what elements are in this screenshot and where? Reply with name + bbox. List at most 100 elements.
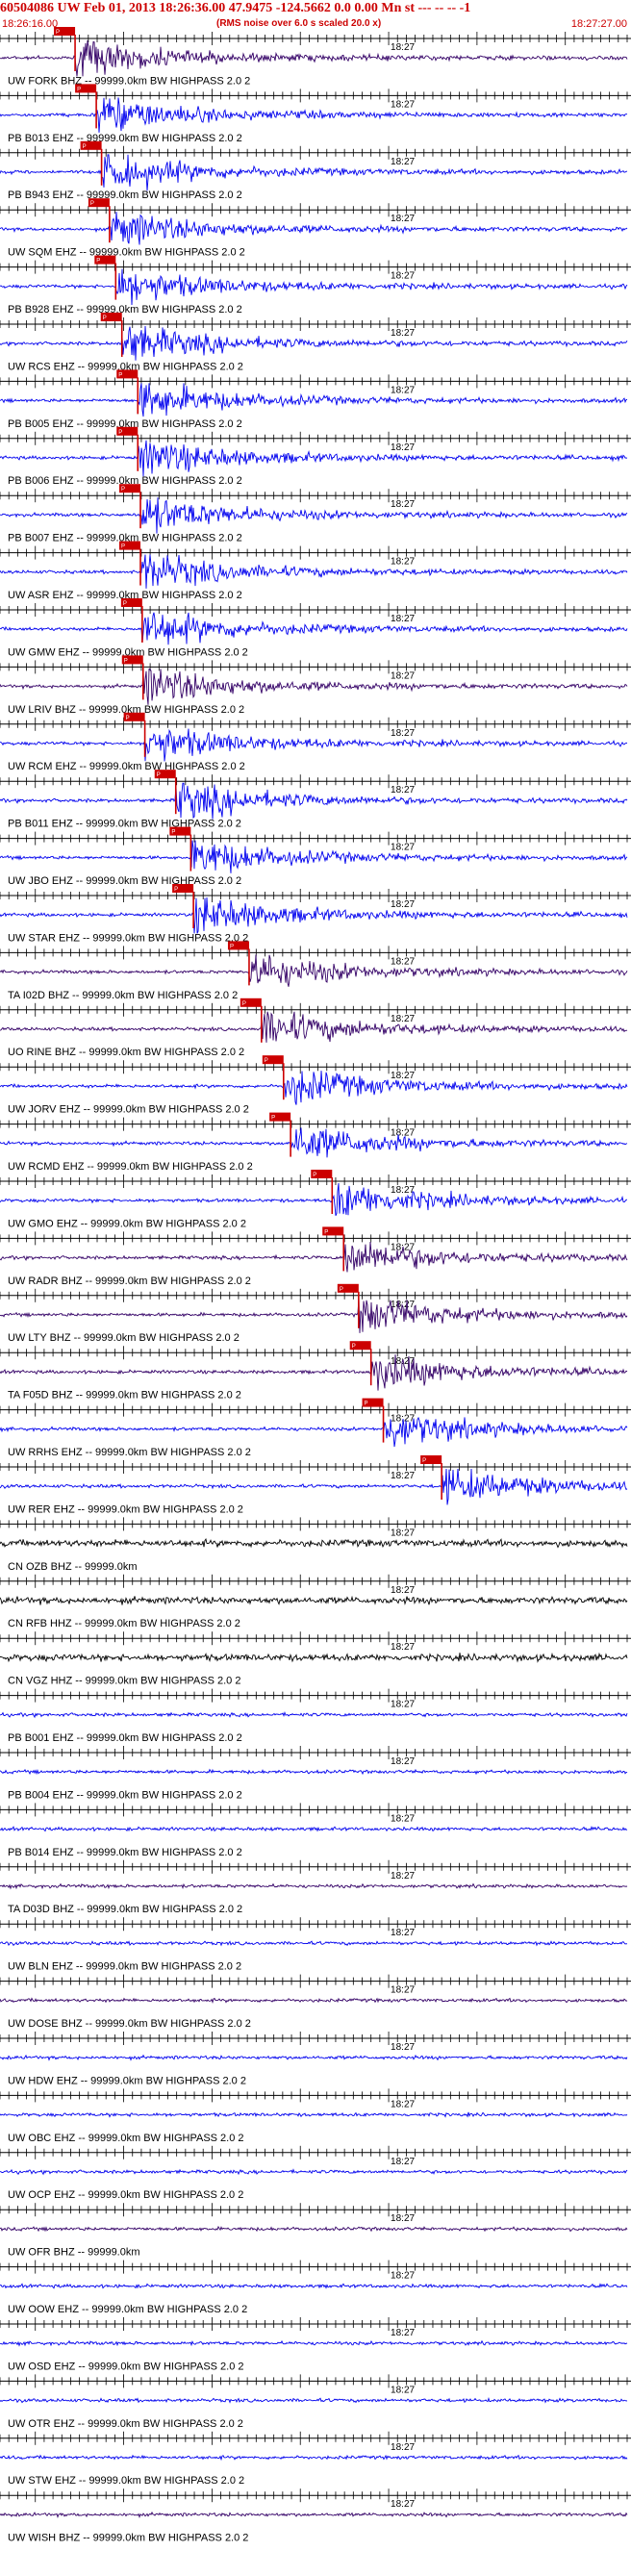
pick-flag xyxy=(269,1112,291,1122)
trace-15: 18:27 P UW JBO EHZ -- 99999.0km BW HIGHPAS… xyxy=(0,826,631,887)
pick-flag xyxy=(322,1226,344,1236)
trace-8: 18:27 P PB B006 EHZ -- 99999.0km BW HIGHPA… xyxy=(0,426,631,487)
station-label: UW RER EHZ -- 99999.0km BW HIGHPASS 2.0 … xyxy=(8,1503,243,1515)
pick-label: P xyxy=(174,887,178,893)
station-label: CN VGZ HHZ -- 99999.0km BW HIGHPASS 2.0 … xyxy=(8,1676,240,1687)
trace-3: 18:27 P PB B943 EHZ -- 99999.0km BW HIGHPA… xyxy=(0,140,631,201)
minute-label: 18:27 xyxy=(391,2271,415,2282)
trace-23: 18:27 P UW LTY BHZ -- 99999.0km BW HIGHPAS… xyxy=(0,1283,631,1344)
station-label: UW JORV EHZ -- 99999.0km BW HIGHPASS 2.0… xyxy=(8,1104,249,1116)
pick-flag xyxy=(311,1170,333,1178)
pick-label: P xyxy=(365,1402,368,1407)
minute-label: 18:27 xyxy=(391,1014,415,1024)
station-label: CN OZB BHZ -- 99999.0km xyxy=(8,1561,137,1573)
waveform xyxy=(0,1182,628,1216)
pick-flag xyxy=(88,198,110,208)
station-label: PB B011 EHZ -- 99999.0km BW HIGHPASS 2.0… xyxy=(8,819,241,830)
minute-label: 18:27 xyxy=(391,2042,415,2053)
station-label: PB B013 EHZ -- 99999.0km BW HIGHPASS 2.0… xyxy=(8,133,242,144)
station-label: TA I02D BHZ -- 99999.0km BW HIGHPASS 2.0… xyxy=(8,990,238,1001)
trace-1: 18:27 P UW FORK BHZ -- 99999.0km BW HIGHPA… xyxy=(0,27,631,87)
trace-9: 18:27 P PB B007 EHZ -- 99999.0km BW HIGHPA… xyxy=(0,484,631,544)
pick-label: P xyxy=(126,716,130,721)
waveform xyxy=(0,954,628,987)
rms-note: (RMS noise over 6.0 s scaled 20.0 x) xyxy=(216,18,382,29)
minute-label: 18:27 xyxy=(391,1985,415,1996)
waveform xyxy=(0,440,628,477)
waveform xyxy=(0,1538,628,1549)
trace-26: 18:27 P UW RER EHZ -- 99999.0km BW HIGHPAS… xyxy=(0,1455,631,1515)
minute-label: 18:27 xyxy=(391,499,415,510)
pick-label: P xyxy=(313,1173,316,1178)
pick-label: P xyxy=(265,1058,268,1064)
waveform xyxy=(0,728,628,762)
minute-label: 18:27 xyxy=(391,1300,415,1310)
trace-17: 18:27 P TA I02D BHZ -- 99999.0km BW HIGHPA… xyxy=(0,941,631,1001)
minute-label: 18:27 xyxy=(391,728,415,739)
pick-flag xyxy=(337,1283,359,1293)
station-label: UW HDW EHZ -- 99999.0km BW HIGHPASS 2.0 … xyxy=(8,2075,246,2086)
station-label: UW LRIV BHZ -- 99999.0km BW HIGHPASS 2.0… xyxy=(8,704,244,716)
waveform xyxy=(0,2397,628,2404)
waveform xyxy=(0,1711,628,1719)
pick-label: P xyxy=(121,544,125,550)
pick-flag xyxy=(100,313,122,321)
pick-flag xyxy=(227,941,249,950)
waveform xyxy=(0,668,628,705)
waveform xyxy=(0,383,628,417)
trace-19: 18:27 P UW JORV EHZ -- 99999.0km BW HIGHPA… xyxy=(0,1055,631,1116)
pick-flag xyxy=(349,1341,371,1351)
trace-27: 18:27 CN OZB BHZ -- 99999.0km xyxy=(0,1517,631,1573)
minute-label: 18:27 xyxy=(391,1471,415,1481)
trace-42: 18:27 UW OTR EHZ -- 99999.0km BW HIGHPASS… xyxy=(0,2374,631,2430)
pick-label: P xyxy=(103,316,107,321)
trace-7: 18:27 P PB B005 EHZ -- 99999.0km BW HIGHPA… xyxy=(0,369,631,430)
pick-label: P xyxy=(271,1116,275,1122)
waveform xyxy=(0,2511,628,2518)
event-title: 60504086 UW Feb 01, 2013 18:26:36.00 47.… xyxy=(0,1,471,15)
pick-flag xyxy=(240,998,262,1007)
station-label: UW SQM EHZ -- 99999.0km BW HIGHPASS 2.0 … xyxy=(8,247,245,259)
pick-flag xyxy=(121,655,143,665)
waveform xyxy=(0,1997,628,2005)
minute-label: 18:27 xyxy=(391,1128,415,1139)
minute-label: 18:27 xyxy=(391,2499,415,2510)
station-label: UW RRHS EHZ -- 99999.0km BW HIGHPASS 2.0… xyxy=(8,1447,251,1458)
trace-11: 18:27 P UW GMW EHZ -- 99999.0km BW HIGHPAS… xyxy=(0,598,631,658)
trace-31: 18:27 PB B004 EHZ -- 99999.0km BW HIGHPAS… xyxy=(0,1746,631,1801)
pick-flag xyxy=(54,27,76,36)
minute-label: 18:27 xyxy=(391,1585,415,1596)
trace-4: 18:27 P UW SQM EHZ -- 99999.0km BW HIGHPAS… xyxy=(0,198,631,259)
minute-label: 18:27 xyxy=(391,442,415,453)
trace-28: 18:27 CN RFB HHZ -- 99999.0km BW HIGHPASS… xyxy=(0,1574,631,1629)
pick-label: P xyxy=(124,658,128,664)
waveform xyxy=(0,39,628,77)
trace-20: 18:27 P UW RCMD EHZ -- 99999.0km BW HIGHPA… xyxy=(0,1112,631,1173)
minute-label: 18:27 xyxy=(391,843,415,853)
station-label: UW RADR BHZ -- 99999.0km BW HIGHPASS 2.0… xyxy=(8,1275,251,1287)
pick-flag xyxy=(154,770,176,779)
trace-30: 18:27 PB B001 EHZ -- 99999.0km BW HIGHPAS… xyxy=(0,1688,631,1744)
minute-label: 18:27 xyxy=(391,614,415,624)
station-label: PB B943 EHZ -- 99999.0km BW HIGHPASS 2.0… xyxy=(8,189,242,201)
trace-41: 18:27 UW OSD EHZ -- 99999.0km BW HIGHPASS… xyxy=(0,2317,631,2372)
pick-flag xyxy=(169,826,191,836)
trace-44: 18:27 UW WISH BHZ -- 99999.0km BW HIGHPAS… xyxy=(0,2488,631,2544)
pick-flag xyxy=(119,541,141,550)
pick-label: P xyxy=(118,430,122,436)
pick-label: P xyxy=(171,830,175,836)
minute-label: 18:27 xyxy=(391,271,415,282)
pick-flag xyxy=(262,1055,284,1065)
trace-5: 18:27 P PB B928 EHZ -- 99999.0km BW HIGHPA… xyxy=(0,255,631,316)
pick-label: P xyxy=(90,201,94,207)
station-label: UW LTY BHZ -- 99999.0km BW HIGHPASS 2.0 … xyxy=(8,1332,240,1344)
trace-36: 18:27 UW HDW EHZ -- 99999.0km BW HIGHPASS… xyxy=(0,2032,631,2086)
pick-label: P xyxy=(96,259,100,265)
station-label: PB B005 EHZ -- 99999.0km BW HIGHPASS 2.0… xyxy=(8,418,242,430)
waveform xyxy=(0,2054,628,2061)
trace-21: 18:27 P UW GMO EHZ -- 99999.0km BW HIGHPAS… xyxy=(0,1170,631,1229)
minute-label: 18:27 xyxy=(391,2099,415,2109)
waveform xyxy=(0,1011,628,1043)
